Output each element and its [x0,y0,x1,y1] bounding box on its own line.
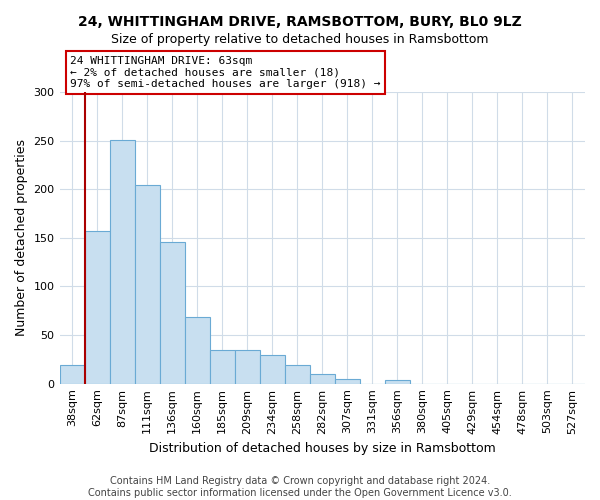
Bar [185,316,209,384]
Bar [285,365,310,384]
Bar [59,365,85,384]
Bar [160,242,185,384]
Text: 24 WHITTINGHAM DRIVE: 63sqm
← 2% of detached houses are smaller (18)
97% of semi: 24 WHITTINGHAM DRIVE: 63sqm ← 2% of deta… [70,56,380,89]
Bar [260,356,285,384]
Text: Size of property relative to detached houses in Ramsbottom: Size of property relative to detached ho… [111,32,489,46]
Y-axis label: Number of detached properties: Number of detached properties [15,140,28,336]
Bar [209,350,235,384]
Bar [310,374,335,384]
Bar [235,350,260,384]
Text: Contains HM Land Registry data © Crown copyright and database right 2024.
Contai: Contains HM Land Registry data © Crown c… [88,476,512,498]
Bar [134,186,160,384]
Text: 24, WHITTINGHAM DRIVE, RAMSBOTTOM, BURY, BL0 9LZ: 24, WHITTINGHAM DRIVE, RAMSBOTTOM, BURY,… [78,15,522,29]
X-axis label: Distribution of detached houses by size in Ramsbottom: Distribution of detached houses by size … [149,442,496,455]
Bar [110,140,134,384]
Bar [335,379,360,384]
Bar [85,231,110,384]
Bar [385,380,410,384]
